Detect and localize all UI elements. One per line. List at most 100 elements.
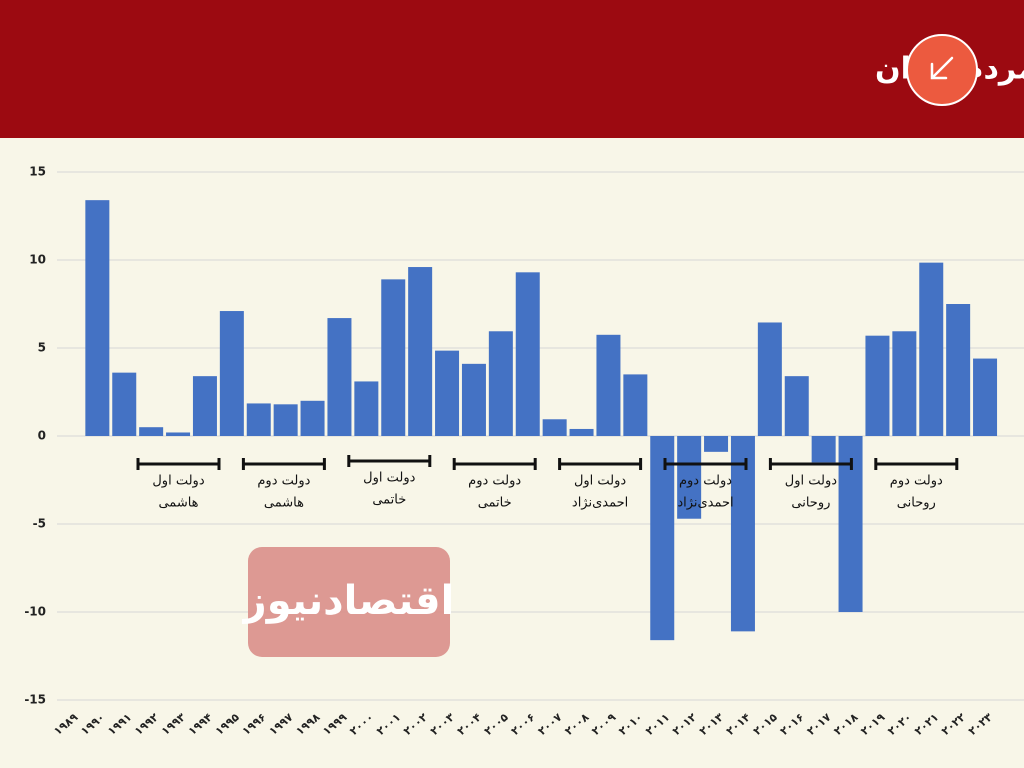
bar — [973, 358, 998, 436]
x-tick-label: ۱۹۹۱ — [105, 711, 134, 738]
x-tick-label: ۱۹۹۲ — [132, 710, 161, 737]
x-tick-label: ۱۹۹۰ — [78, 711, 107, 738]
y-tick-label: 10 — [29, 253, 46, 267]
x-tick-label: ۲۰۰۸ — [562, 710, 591, 737]
annotation: خاتمی — [478, 496, 512, 511]
bar — [704, 436, 729, 452]
bar — [946, 304, 971, 436]
annotation: دولت دوم — [468, 474, 521, 489]
x-tick-label: ۲۰۰۴ — [455, 710, 484, 737]
bracket — [768, 458, 853, 470]
x-tick-label: ۲۰۱۰ — [616, 711, 645, 738]
x-tick-label: ۱۹۸۹ — [51, 710, 80, 737]
y-tick-label: -15 — [24, 693, 46, 707]
bar — [892, 331, 917, 436]
x-tick-label: ۲۰۰۷ — [536, 710, 565, 737]
bracket — [347, 455, 432, 467]
bar — [273, 404, 298, 436]
annotation: احمدی‌نژاد — [677, 496, 733, 511]
bar — [219, 311, 244, 436]
bar — [192, 376, 217, 436]
x-tick-label: ۱۹۹۷ — [267, 710, 296, 737]
x-tick-label: ۱۹۹۶ — [240, 711, 269, 738]
header-band — [0, 0, 1024, 138]
x-tick-label: ۲۰۱۳ — [697, 710, 726, 737]
bar — [166, 432, 191, 436]
bar — [408, 267, 433, 436]
x-tick-label: ۲۰۱۲ — [670, 710, 699, 737]
x-tick-label: ۲۰۰۰ — [347, 711, 376, 738]
bar — [919, 262, 944, 436]
bracket — [452, 458, 537, 470]
x-tick-label: ۲۰۰۳ — [428, 710, 457, 737]
annotation: خاتمی — [372, 493, 406, 508]
annotation: دولت اول — [785, 474, 837, 489]
x-tick-label: ۲۰۲۲ — [939, 710, 968, 737]
bracket — [558, 458, 643, 470]
y-tick-label: -5 — [33, 517, 46, 531]
y-tick-label: 15 — [29, 165, 46, 179]
bracket — [663, 458, 748, 470]
bar — [757, 322, 782, 436]
x-tick-label: ۲۰۱۹ — [858, 710, 887, 737]
plot: -15-10-5051015۱۹۸۹۱۹۹۰۱۹۹۱۱۹۹۲۱۹۹۳۱۹۹۴۱۹… — [24, 165, 1024, 738]
x-tick-label: ۲۰۱۶ — [778, 711, 807, 738]
x-tick-label: ۲۰۱۱ — [643, 711, 672, 738]
bar — [596, 334, 621, 436]
bar — [139, 427, 164, 436]
x-tick-label: ۲۰۲۳ — [966, 710, 995, 737]
bar — [623, 374, 648, 436]
x-tick-label: ۲۰۰۵ — [482, 710, 511, 737]
header-icon — [906, 34, 978, 106]
x-tick-label: ۲۰۱۸ — [831, 710, 860, 737]
x-tick-label: ۲۰۲۰ — [885, 711, 914, 738]
annotation: احمدی‌نژاد — [572, 496, 628, 511]
annotation: روحانی — [897, 496, 936, 511]
bar — [381, 279, 406, 436]
x-tick-label: ۱۹۹۵ — [213, 710, 242, 737]
bar — [354, 381, 379, 436]
bracket — [241, 458, 326, 470]
x-tick-label: ۲۰۱۵ — [751, 710, 780, 737]
y-tick-label: 0 — [38, 429, 46, 443]
bar — [300, 400, 325, 436]
bar — [542, 419, 567, 436]
annotation: روحانی — [791, 496, 830, 511]
x-tick-label: ۲۰۱۴ — [724, 710, 753, 737]
y-tick-label: -10 — [24, 605, 46, 619]
annotation: دولت دوم — [679, 474, 732, 489]
bar — [488, 331, 513, 436]
annotation: دولت اول — [574, 474, 626, 489]
bar — [569, 428, 594, 436]
x-tick-label: ۲۰۰۲ — [401, 710, 430, 737]
bar — [865, 335, 890, 436]
x-tick-label: ۲۰۱۷ — [805, 710, 834, 737]
x-tick-label: ۱۹۹۸ — [293, 710, 322, 737]
x-tick-label: ۲۰۲۱ — [912, 711, 941, 738]
bracket — [874, 458, 959, 470]
x-tick-label: ۱۹۹۹ — [320, 710, 349, 737]
x-tick-label: ۱۹۹۳ — [159, 710, 188, 737]
x-tick-label: ۲۰۰۹ — [589, 710, 618, 737]
bar — [730, 436, 755, 632]
bar — [784, 376, 809, 436]
annotation: دولت دوم — [257, 474, 310, 489]
x-tick-label: ۲۰۰۶ — [509, 711, 538, 738]
watermark: اقتصادنیوز — [242, 578, 455, 624]
x-tick-label: ۲۰۰۱ — [374, 711, 403, 738]
bracket — [136, 458, 221, 470]
y-tick-label: 5 — [38, 341, 46, 355]
annotation: دولت اول — [363, 471, 415, 486]
bar — [677, 436, 702, 519]
bar — [435, 350, 460, 436]
bar — [246, 403, 271, 436]
bar — [85, 200, 110, 436]
annotation: دولت دوم — [890, 474, 943, 489]
bar — [112, 372, 137, 436]
watermark-box — [248, 547, 450, 657]
bar — [515, 272, 540, 436]
x-tick-label: ۱۹۹۴ — [186, 710, 215, 737]
bar — [327, 318, 352, 436]
annotation: هاشمی — [264, 496, 304, 511]
